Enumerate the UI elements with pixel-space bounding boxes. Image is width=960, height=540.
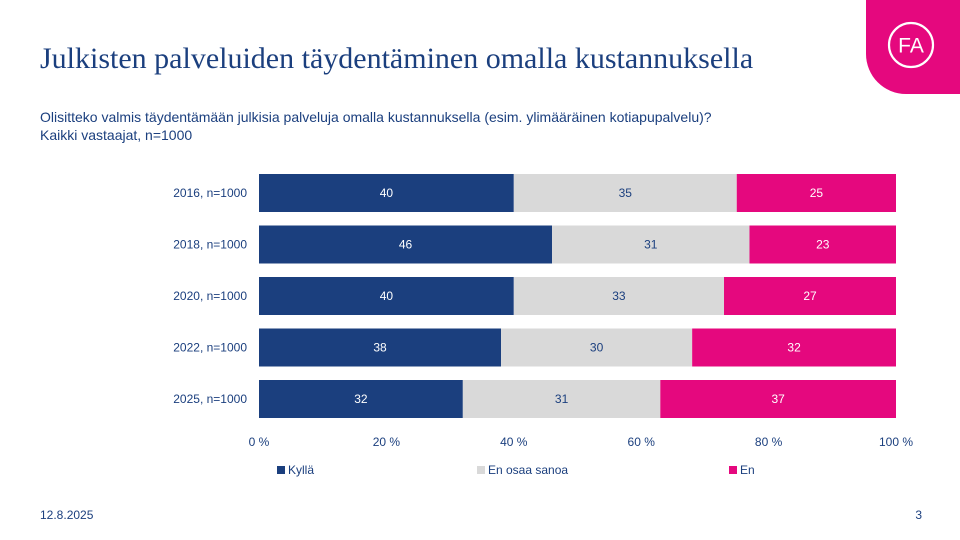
- bar-segment: [724, 277, 896, 315]
- data-label: 30: [590, 341, 604, 355]
- x-tick-label: 40 %: [500, 435, 528, 449]
- stacked-bar-chart: 2016, n=1000 40 35 25 2018, n=1000 46 31 23 2020…: [173, 174, 913, 477]
- bar-segment: [660, 380, 896, 418]
- bar-segment: [462, 380, 661, 418]
- data-label: 38: [373, 341, 387, 355]
- category-label: 2022, n=1000: [173, 341, 247, 355]
- question-text: Olisitteko valmis täydentämään julkisia …: [40, 109, 712, 125]
- slide-subtitle: Olisitteko valmis täydentämään julkisia …: [40, 108, 840, 144]
- logo-text: FA: [898, 35, 924, 58]
- bar-segment: [749, 225, 896, 264]
- data-label: 37: [771, 392, 785, 406]
- data-label: 31: [555, 392, 569, 406]
- bar-segment: [259, 380, 463, 418]
- data-label: 32: [354, 392, 368, 406]
- category-label: 2020, n=1000: [173, 289, 247, 303]
- bar-segment: [501, 328, 693, 367]
- bar-segment: [259, 277, 514, 315]
- data-label: 40: [380, 186, 394, 200]
- data-label: 31: [644, 238, 658, 252]
- bar-segment: [513, 174, 737, 212]
- data-label: 25: [810, 186, 824, 200]
- logo-corner: FA: [866, 0, 960, 94]
- legend-label: Kyllä: [288, 463, 314, 477]
- footer-date: 12.8.2025: [40, 508, 94, 522]
- data-label: 35: [619, 186, 633, 200]
- category-label: 2016, n=1000: [173, 186, 247, 200]
- page-number: 3: [915, 508, 922, 522]
- data-label: 46: [399, 238, 413, 252]
- bar-segment: [552, 225, 750, 264]
- x-tick-label: 0 %: [249, 435, 270, 449]
- data-label: 23: [816, 238, 830, 252]
- x-tick-label: 20 %: [373, 435, 401, 449]
- data-label: 33: [612, 289, 626, 303]
- sample-note: Kaikki vastaajat, n=1000: [40, 127, 193, 143]
- fa-logo: FA: [887, 21, 935, 69]
- data-label: 32: [787, 341, 801, 355]
- bar-segment: [736, 174, 896, 212]
- data-label: 40: [380, 289, 394, 303]
- bar-segment: [513, 277, 725, 315]
- category-label: 2018, n=1000: [173, 238, 247, 252]
- x-tick-label: 60 %: [628, 435, 656, 449]
- x-tick-label: 100 %: [879, 435, 913, 449]
- x-tick-label: 80 %: [755, 435, 783, 449]
- data-label: 27: [803, 289, 817, 303]
- category-label: 2025, n=1000: [173, 392, 247, 406]
- legend-label: En: [740, 463, 755, 477]
- legend-swatch: [477, 466, 485, 474]
- slide-title: Julkisten palveluiden täydentäminen omal…: [40, 42, 754, 75]
- bar-segment: [259, 225, 553, 264]
- legend-label: En osaa sanoa: [488, 463, 568, 477]
- bar-segment: [259, 328, 502, 367]
- bar-segment: [692, 328, 896, 367]
- bar-segment: [259, 174, 514, 212]
- legend-swatch: [277, 466, 285, 474]
- legend-swatch: [729, 466, 737, 474]
